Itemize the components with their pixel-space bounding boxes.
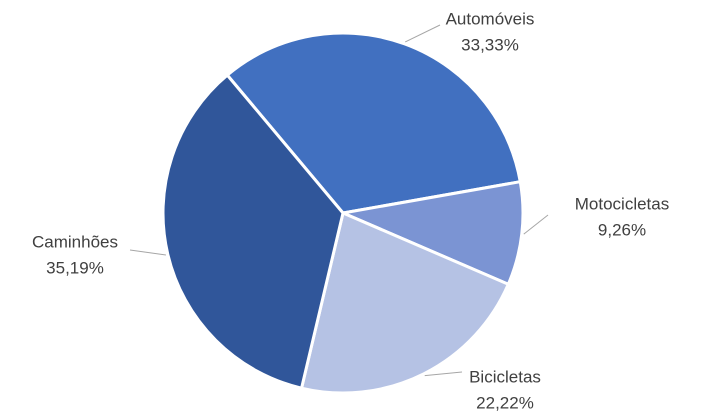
value-label: 35,19% <box>46 258 104 277</box>
category-label: Automóveis <box>446 9 535 28</box>
category-label: Bicicletas <box>469 367 541 386</box>
category-label: Caminhões <box>32 232 118 251</box>
value-label: 9,26% <box>598 220 646 239</box>
leader-line <box>523 214 549 235</box>
leader-line <box>424 371 463 377</box>
leader-line <box>405 24 441 43</box>
pie-slice <box>225 31 522 215</box>
leader-line <box>129 249 166 256</box>
pie-slice <box>337 179 525 287</box>
value-label: 22,22% <box>476 393 534 412</box>
value-label: 33,33% <box>461 35 519 54</box>
category-label: Motocicletas <box>575 194 669 213</box>
pie-slice <box>299 210 511 395</box>
pie-slice <box>161 72 345 390</box>
